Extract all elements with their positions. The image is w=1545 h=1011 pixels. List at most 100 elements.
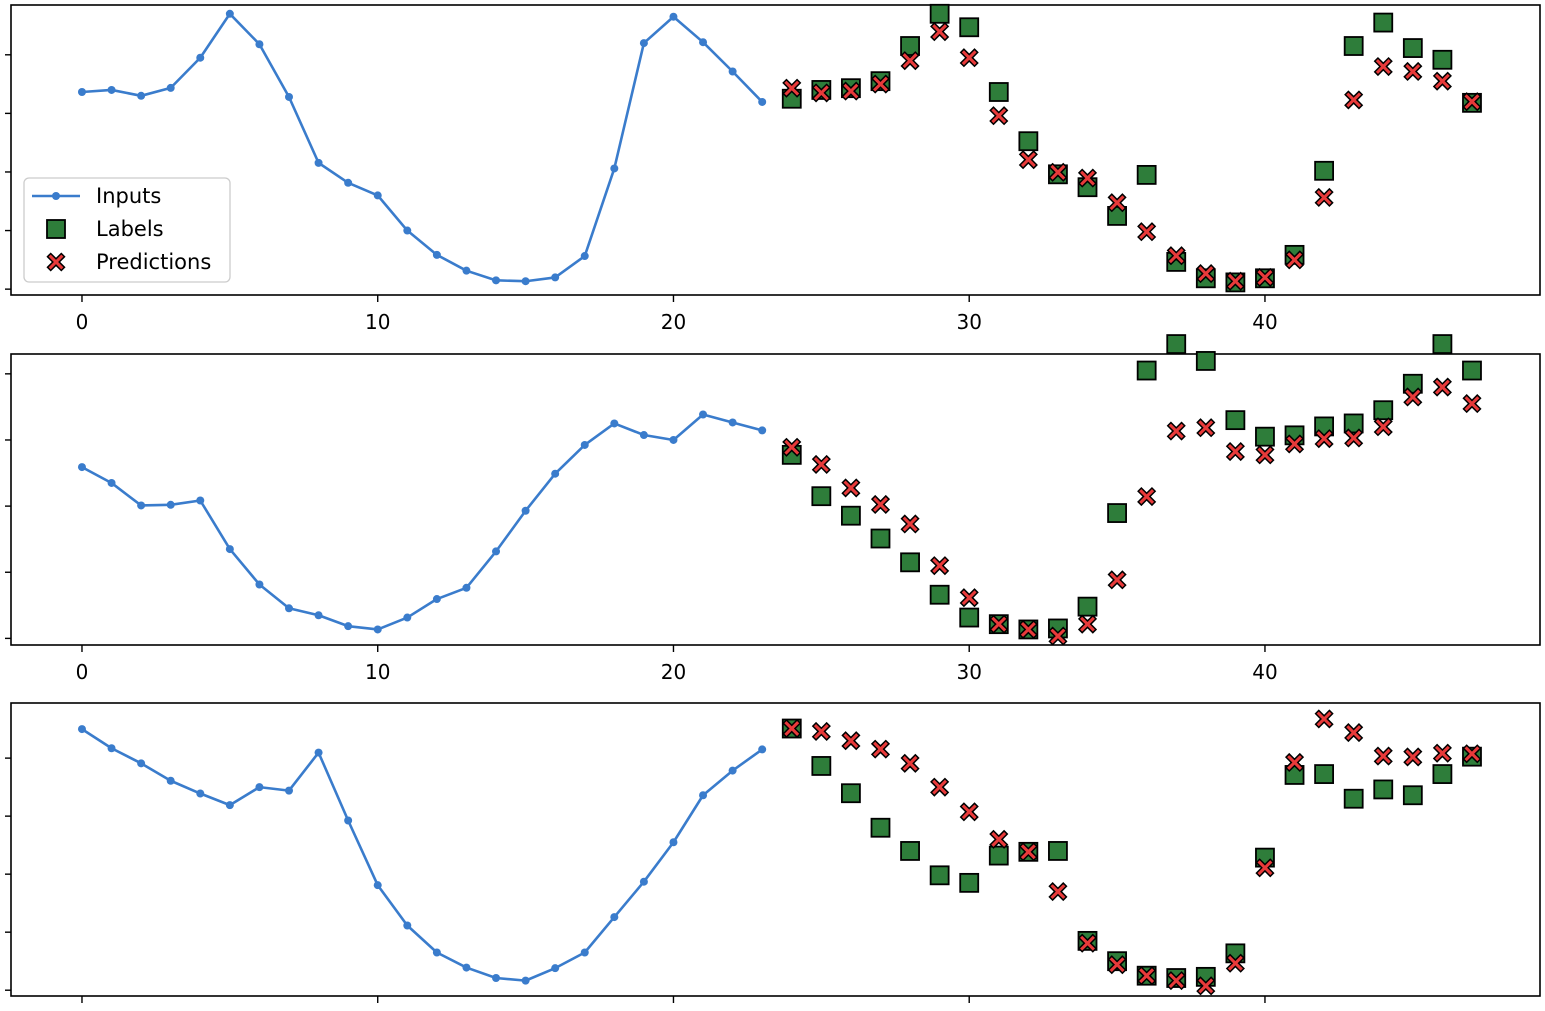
inputs-point [758, 745, 767, 754]
prediction-marker [900, 753, 920, 773]
label-marker [870, 528, 891, 549]
prediction-marker [1196, 976, 1216, 996]
prediction-marker [841, 81, 861, 101]
prediction-marker [1255, 445, 1275, 465]
prediction-marker [1107, 193, 1127, 213]
x-tick-label: 0 [76, 310, 89, 334]
inputs-point [225, 545, 234, 554]
inputs-point [166, 776, 175, 785]
inputs-point [521, 277, 530, 286]
prediction-marker [1166, 246, 1186, 266]
inputs-point [610, 913, 619, 922]
axes-frame [10, 702, 1541, 997]
label-marker [1107, 503, 1127, 523]
label-marker [1077, 596, 1098, 617]
prediction-marker [1137, 966, 1157, 986]
inputs-point [403, 921, 412, 930]
prediction-marker [1284, 250, 1305, 270]
inputs-point [432, 948, 441, 957]
inputs-point [521, 506, 530, 515]
prediction-marker [1048, 162, 1068, 182]
prediction-marker [989, 829, 1009, 849]
label-marker [959, 872, 980, 893]
label-marker [1402, 38, 1423, 58]
inputs-point [137, 91, 146, 100]
inputs-line [81, 413, 763, 631]
label-marker [1432, 764, 1453, 784]
prediction-marker [989, 614, 1009, 634]
inputs-point [580, 252, 589, 261]
label-marker [900, 841, 920, 861]
inputs-point [432, 250, 441, 259]
legend-predictions-marker [46, 252, 66, 272]
prediction-marker [1018, 842, 1038, 862]
inputs-point [462, 266, 471, 275]
inputs-point [699, 791, 708, 800]
label-marker [929, 584, 950, 605]
prediction-marker [870, 74, 891, 94]
chart-panel-2: 0 10 20 30 40 [5, 334, 1541, 684]
legend-labels-marker [46, 219, 66, 239]
inputs-point [639, 877, 648, 886]
inputs-point [758, 97, 767, 106]
label-marker [1373, 12, 1394, 33]
inputs-point [137, 501, 146, 510]
inputs-point [521, 976, 530, 985]
prediction-marker [930, 777, 950, 797]
prediction-marker [1225, 953, 1245, 973]
label-marker [1225, 410, 1246, 431]
x-tick-label: 20 [661, 310, 686, 334]
legend-box [23, 177, 231, 283]
prediction-marker [1403, 387, 1423, 407]
inputs-point [639, 39, 648, 48]
prediction-marker [1196, 418, 1216, 438]
inputs-point [758, 426, 767, 435]
prediction-marker [1462, 744, 1482, 764]
prediction-marker [930, 22, 950, 42]
inputs-point [255, 580, 264, 589]
prediction-marker [959, 48, 979, 68]
prediction-marker [959, 802, 979, 822]
prediction-marker [841, 478, 861, 498]
prediction-marker [1314, 429, 1334, 449]
prediction-marker [1432, 377, 1452, 397]
prediction-marker [1314, 709, 1334, 729]
label-marker [1048, 841, 1068, 861]
prediction-marker [1137, 222, 1157, 242]
label-marker [929, 865, 950, 886]
x-tick-label: 40 [1252, 310, 1277, 334]
legend-entry-labels: Labels [96, 217, 164, 241]
inputs-point [403, 226, 412, 235]
inputs-point [492, 276, 501, 285]
inputs-point [77, 463, 86, 472]
inputs-point [166, 500, 175, 509]
prediction-marker [900, 514, 920, 534]
x-tick-label: 10 [365, 660, 390, 684]
inputs-point [699, 38, 708, 47]
inputs-point [314, 748, 323, 757]
inputs-point [373, 881, 382, 890]
inputs-point [373, 625, 382, 634]
prediction-marker [1077, 614, 1098, 634]
prediction-marker [782, 78, 802, 98]
x-tick-label: 30 [956, 660, 981, 684]
inputs-point [344, 622, 353, 631]
inputs-point [669, 12, 678, 21]
label-marker [1314, 764, 1335, 784]
label-marker [929, 3, 950, 24]
prediction-marker [930, 556, 950, 576]
legend-inputs-point [52, 192, 60, 200]
inputs-point [255, 40, 264, 49]
prediction-marker [1403, 747, 1423, 767]
inputs-point [610, 164, 619, 173]
prediction-marker [1048, 882, 1068, 902]
label-marker [1432, 334, 1453, 354]
prediction-marker [811, 454, 831, 475]
legend-entry-predictions: Predictions [96, 250, 211, 274]
inputs-point [285, 92, 293, 101]
inputs-point [669, 435, 678, 444]
legend-entry-inputs: Inputs [96, 184, 161, 208]
label-marker [841, 505, 861, 526]
axes-frame [10, 4, 1541, 296]
chart-panel-1: 0 10 20 30 40 [5, 3, 1541, 334]
